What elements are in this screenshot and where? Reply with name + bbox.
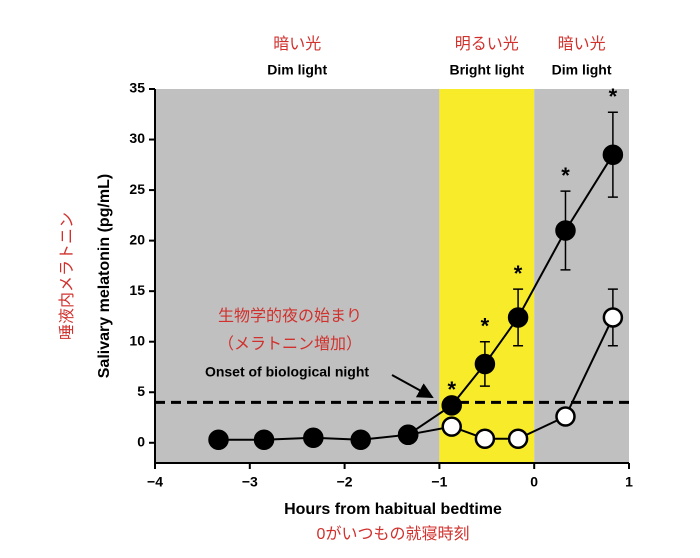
x-axis-label: Hours from habitual bedtime	[284, 501, 502, 518]
point	[208, 429, 229, 451]
y-axis-label-ja: 唾液内メラトニン	[58, 212, 76, 340]
x-tick-label: 1	[625, 474, 633, 490]
annotation: （メラトニン増加）	[218, 335, 362, 353]
point	[555, 406, 576, 427]
annotation: Onset of biological night	[205, 364, 369, 380]
region-label-ja: 暗い光	[558, 35, 606, 53]
point	[474, 428, 496, 449]
point	[397, 424, 419, 445]
x-tick-label: −1	[431, 474, 447, 490]
point	[441, 416, 462, 437]
series-line	[218, 154, 614, 441]
point	[303, 427, 324, 448]
y-tick-label: 5	[137, 383, 145, 399]
y-tick-label: 30	[129, 130, 145, 146]
x-tick-label: −2	[337, 474, 353, 490]
point	[507, 307, 529, 328]
point	[602, 144, 624, 165]
x-tick-label: 0	[530, 474, 538, 490]
region-label: Dim light	[267, 62, 327, 78]
region-label-ja: 暗い光	[273, 35, 321, 53]
y-tick-label: 25	[129, 181, 145, 197]
point	[602, 307, 624, 328]
x-tick-label: −4	[147, 474, 163, 490]
point	[350, 429, 371, 451]
point	[474, 353, 496, 375]
region-label-ja: 明るい光	[455, 35, 519, 53]
annotation: 生物学的夜の始まり	[218, 307, 362, 325]
arrow	[391, 374, 434, 398]
y-tick-label: 20	[129, 231, 145, 247]
significance-label: *	[481, 314, 490, 339]
y-tick-label: 35	[129, 80, 145, 96]
point	[253, 429, 275, 451]
significance-label: *	[561, 163, 570, 188]
y-axis-label: Salivary melatonin (pg/mL)	[96, 174, 113, 378]
significance-label: *	[609, 84, 618, 109]
y-tick-label: 15	[129, 282, 145, 298]
region	[155, 89, 440, 463]
region-label: Dim light	[552, 62, 612, 78]
significance-label: *	[514, 261, 523, 286]
y-tick-label: 10	[129, 332, 145, 348]
point	[507, 428, 529, 449]
significance-label: *	[447, 377, 456, 402]
point	[555, 220, 576, 241]
region-label: Bright light	[449, 62, 524, 78]
x-tick-label: −3	[242, 474, 258, 490]
y-tick-label: 0	[137, 433, 145, 449]
x-axis-label-ja: 0がいつもの就寝時刻	[317, 524, 470, 543]
point	[441, 395, 462, 416]
